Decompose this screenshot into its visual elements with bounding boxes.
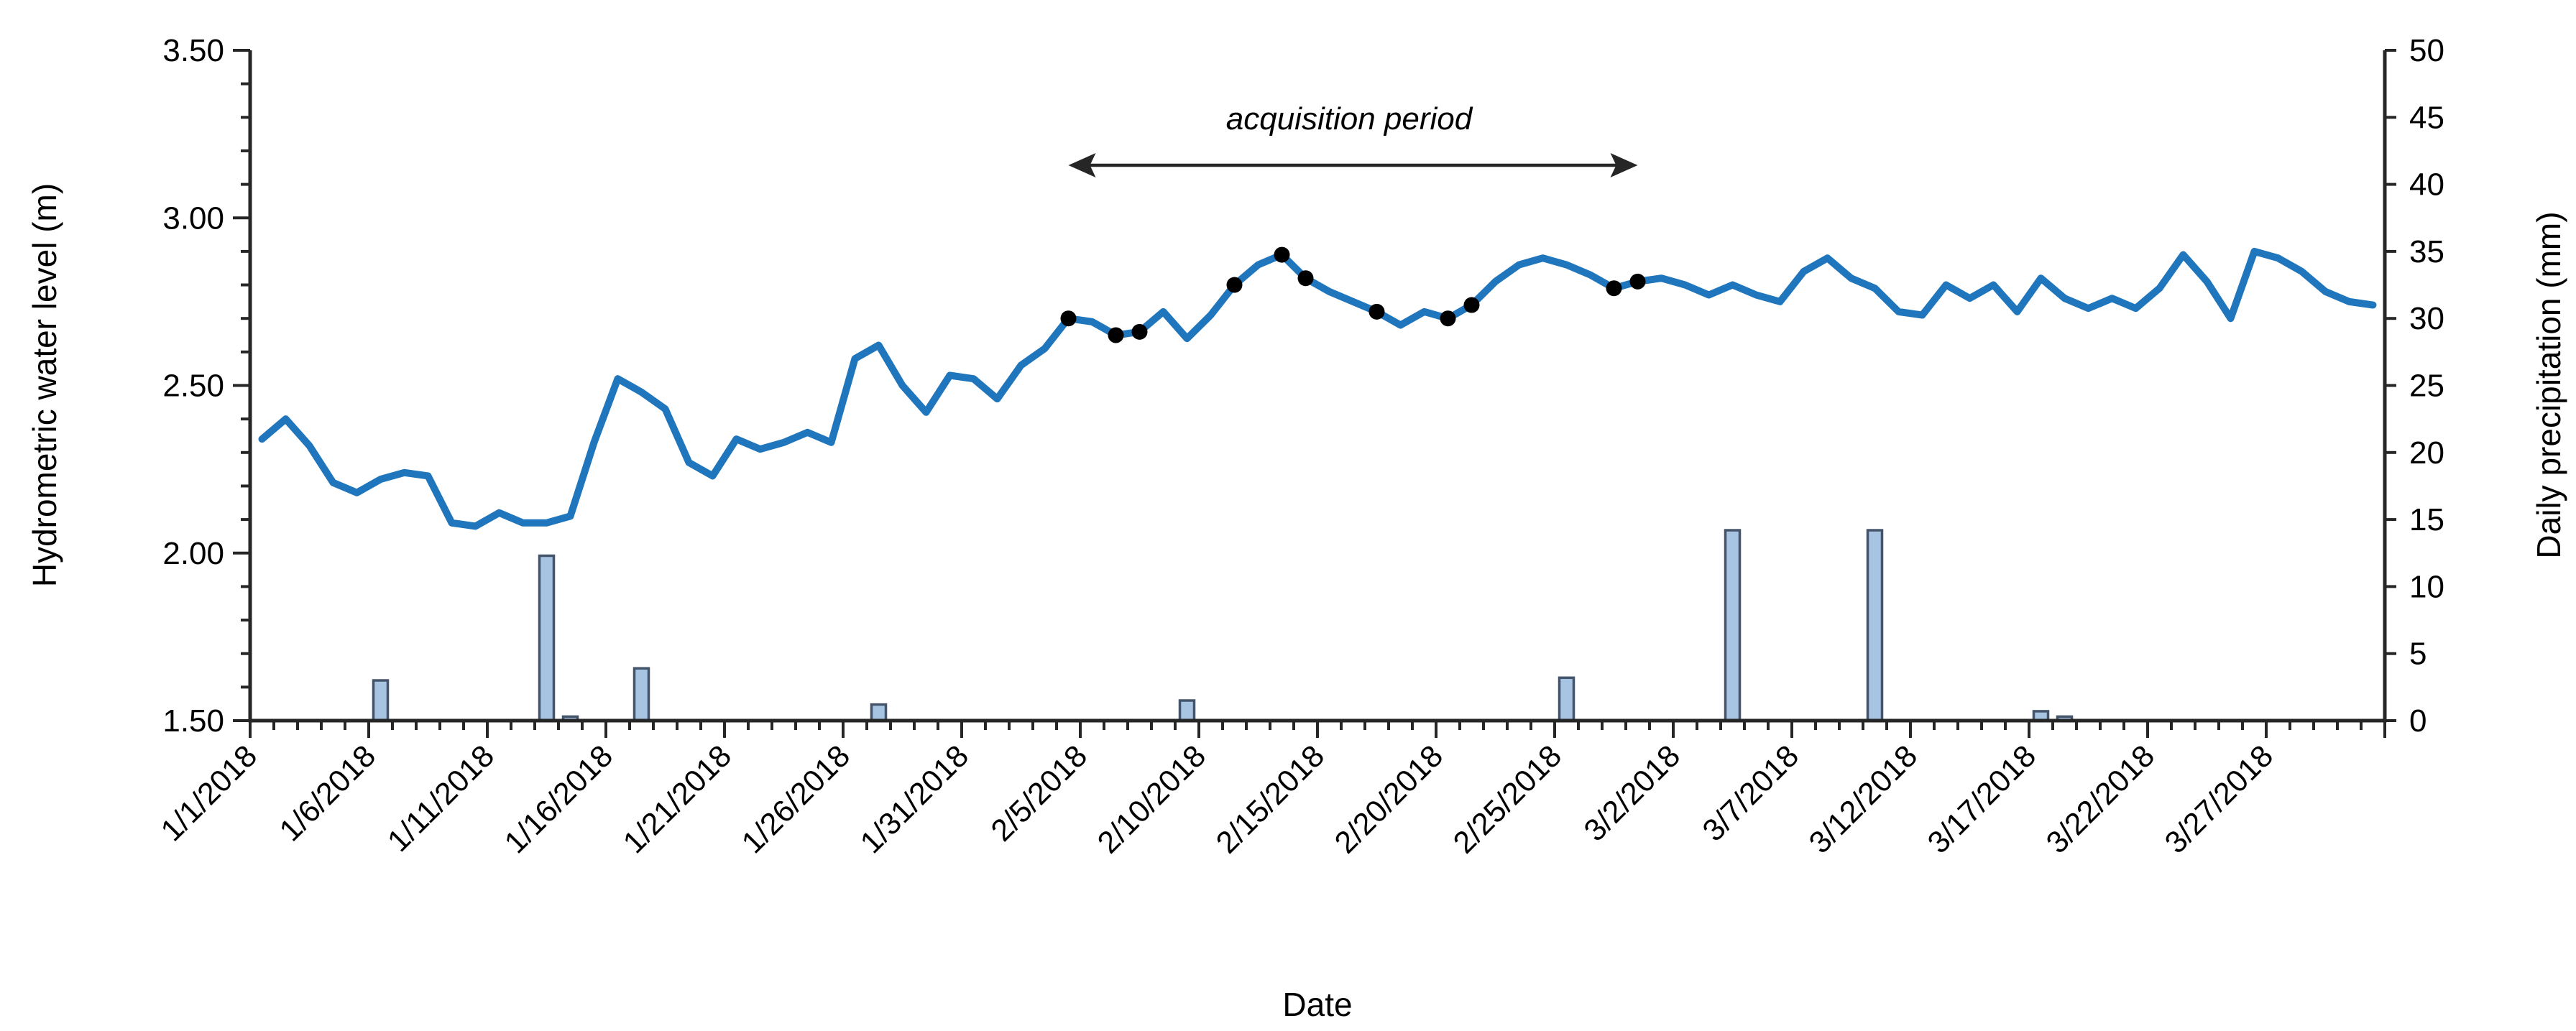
svg-text:3.50: 3.50 (162, 33, 224, 68)
acquisition-dots (1060, 246, 1646, 343)
svg-text:5: 5 (2409, 637, 2426, 672)
precipitation-bar (632, 667, 650, 722)
svg-text:3/7/2018: 3/7/2018 (1696, 739, 1806, 848)
right-axis-ticks (2385, 49, 2396, 722)
precipitation-bars (372, 529, 2074, 722)
svg-text:1/21/2018: 1/21/2018 (617, 739, 738, 860)
precipitation-bar (372, 679, 390, 722)
acquisition-dot (1606, 280, 1622, 297)
svg-text:3/17/2018: 3/17/2018 (1921, 739, 2043, 860)
svg-text:1/16/2018: 1/16/2018 (498, 739, 620, 860)
svg-text:2.00: 2.00 (162, 536, 224, 571)
precipitation-bar (538, 554, 556, 722)
left-axis-title: Hydrometric water level (m) (26, 182, 63, 588)
water-level-line (258, 247, 2377, 530)
svg-text:15: 15 (2409, 502, 2444, 537)
svg-text:50: 50 (2409, 33, 2444, 68)
acquisition-dot (1297, 270, 1314, 287)
svg-text:2/5/2018: 2/5/2018 (985, 739, 1094, 848)
svg-text:2/15/2018: 2/15/2018 (1210, 739, 1331, 860)
svg-text:35: 35 (2409, 234, 2444, 269)
left-axis-ticks (233, 49, 250, 722)
acquisition-dot (1368, 303, 1385, 320)
axes (248, 50, 2387, 723)
acquisition-period-arrow (1068, 153, 1638, 177)
svg-text:10: 10 (2409, 569, 2444, 604)
svg-text:45: 45 (2409, 100, 2444, 135)
svg-text:0: 0 (2409, 703, 2426, 739)
x-axis-ticks (249, 721, 2386, 738)
svg-text:1/31/2018: 1/31/2018 (854, 739, 975, 860)
svg-text:25: 25 (2409, 369, 2444, 404)
svg-text:3/12/2018: 3/12/2018 (1803, 739, 1924, 860)
svg-text:1/1/2018: 1/1/2018 (155, 739, 264, 848)
acquisition-dot (1463, 297, 1480, 313)
svg-text:1/6/2018: 1/6/2018 (273, 739, 382, 848)
svg-text:40: 40 (2409, 167, 2444, 203)
x-axis-title: Date (1282, 986, 1353, 1023)
svg-text:20: 20 (2409, 435, 2444, 471)
acquisition-dot (1226, 277, 1243, 293)
acquisition-dot (1629, 273, 1646, 290)
svg-text:3/2/2018: 3/2/2018 (1578, 739, 1687, 848)
svg-text:3.00: 3.00 (162, 200, 224, 236)
precipitation-bar (1866, 529, 1884, 722)
right-axis-title: Daily precipitation (mm) (2530, 211, 2567, 559)
acquisition-dot (1060, 310, 1077, 327)
svg-text:2/20/2018: 2/20/2018 (1328, 739, 1450, 860)
right-axis-labels: 0 5 10 15 20 25 30 35 40 45 50 (2409, 33, 2444, 739)
x-axis-labels: 1/1/2018 1/6/20181/11/20181/16/20181/21/2… (155, 739, 2280, 860)
acquisition-dot (1108, 327, 1124, 343)
left-axis-labels: 1.50 2.00 2.50 3.00 3.50 (162, 33, 224, 739)
precipitation-bar (870, 703, 888, 722)
precipitation-bar (1558, 676, 1576, 722)
svg-text:2/10/2018: 2/10/2018 (1091, 739, 1213, 860)
svg-text:2.50: 2.50 (162, 369, 224, 404)
svg-text:1/26/2018: 1/26/2018 (735, 739, 857, 860)
acquisition-dot (1440, 310, 1456, 327)
svg-text:30: 30 (2409, 301, 2444, 336)
svg-text:1.50: 1.50 (162, 703, 224, 739)
precipitation-bar (1724, 529, 1742, 722)
svg-text:2/25/2018: 2/25/2018 (1447, 739, 1568, 860)
svg-text:3/22/2018: 3/22/2018 (2040, 739, 2161, 860)
acquisition-period-label: acquisition period (1225, 101, 1473, 137)
svg-text:3/27/2018: 3/27/2018 (2158, 739, 2280, 860)
acquisition-dot (1274, 246, 1290, 263)
svg-text:1/11/2018: 1/11/2018 (381, 739, 501, 859)
acquisition-dot (1131, 323, 1148, 340)
precipitation-bar (1178, 699, 1196, 722)
